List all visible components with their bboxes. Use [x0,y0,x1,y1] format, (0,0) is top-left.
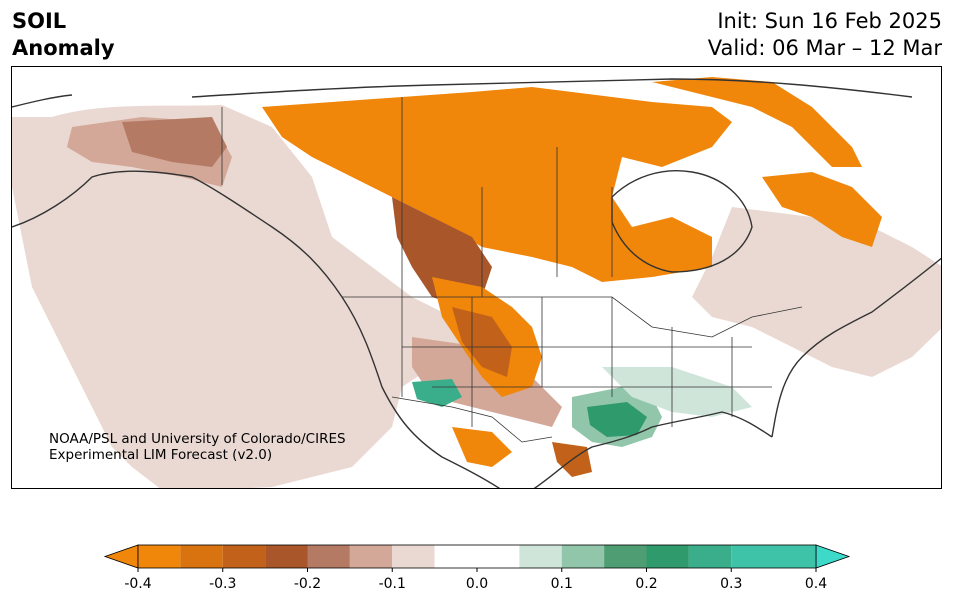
map-title: SOIL Anomaly [12,8,115,62]
colorbar-tick-label: -0.2 [294,576,321,592]
colorbar-bin [307,545,350,568]
colorbar-tick-label: -0.3 [209,576,236,592]
colorbar-bin [646,545,689,568]
credit-line-1: NOAA/PSL and University of Colorado/CIRE… [49,431,346,447]
anomaly-fields [12,77,941,488]
valid-range: Valid: 06 Mar – 12 Mar [707,36,942,60]
anomaly-dark-brown-prairies [392,197,492,307]
anomaly-light-green-southeast [602,367,752,417]
colorbar-bin [180,545,223,568]
colorbar-tick-label: -0.4 [124,576,151,592]
anomaly-medium-brown [122,117,227,167]
colorbar-tick-label: 0.4 [805,576,827,592]
atlantic-coastline [771,257,941,438]
colorbar-tick-label: 0.2 [635,576,657,592]
arctic-coastline [191,78,913,98]
credit-text: NOAA/PSL and University of Colorado/CIRE… [49,431,346,463]
title-line-1: SOIL [12,9,67,33]
map-panel [11,66,942,489]
anomaly-orange-southwest [452,427,512,467]
pacific-coastline [12,94,501,488]
colorbar-bin [349,545,393,568]
us-mexico-border [391,396,553,443]
credit-line-2: Experimental LIM Forecast (v2.0) [49,447,273,463]
colorbar-bin [392,545,435,568]
colorbar-tick-label: 0.1 [551,576,573,592]
anomaly-green-arizona [412,379,462,407]
colorbar-bin [519,545,562,568]
colorbar-tick-label: 0.0 [466,576,488,592]
colorbar-bin [434,545,520,568]
anomaly-light-brown-east [692,207,941,377]
colorbar-bin [731,545,816,568]
anomaly-dark-green-texas [587,402,647,437]
political-borders [221,97,803,443]
province-borders [221,97,613,297]
anomaly-orange-north [262,87,732,282]
colorbar-tick-label: 0.3 [720,576,742,592]
init-date: Init: Sun 16 Feb 2025 [717,9,942,33]
anomaly-dark-orange-plains-core [452,307,512,377]
colorbar-bin [138,545,181,568]
us-canada-border [342,296,803,338]
coastlines [12,78,941,488]
colorbar: -0.4 -0.3 -0.2 -0.1 0.0 0.1 0.2 0.3 0.4 [103,544,851,592]
gulf-coastline [533,411,773,488]
colorbar-bin [604,545,647,568]
hudson-bay-coastline [611,170,753,273]
colorbar-bin [222,545,266,568]
state-borders [401,297,772,427]
colorbar-over-extension [815,544,851,569]
colorbar-bin [265,545,308,568]
anomaly-orange-labrador [762,172,882,247]
colorbar-bin [561,545,605,568]
anomaly-orange-hudson-east [652,77,862,167]
title-line-2: Anomaly [12,36,115,60]
colorbar-tick-label: -0.1 [379,576,406,592]
colorbar-swatches [103,544,851,569]
soil-anomaly-map [12,77,941,488]
anomaly-light-brown-west [12,105,492,488]
colorbar-bin [688,545,732,568]
colorbar-under-extension [103,544,139,569]
date-info: Init: Sun 16 Feb 2025 Valid: 06 Mar – 12… [708,8,942,62]
colorbar-ticks: -0.4 -0.3 -0.2 -0.1 0.0 0.1 0.2 0.3 0.4 [124,568,827,592]
